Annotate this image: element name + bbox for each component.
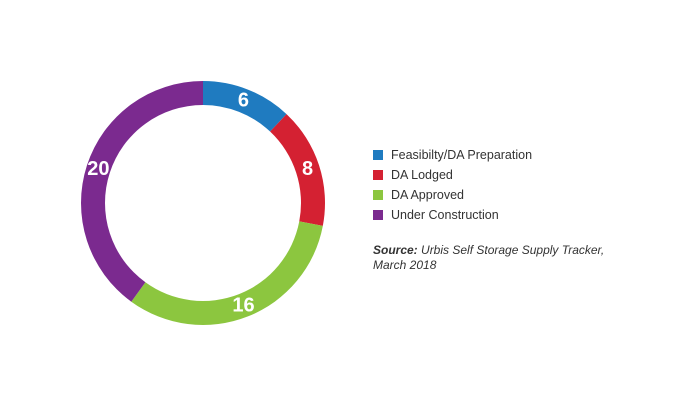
legend-item-under-construction: Under Construction xyxy=(373,205,673,225)
slice-value-label: 16 xyxy=(232,294,254,316)
source-prefix: Source: xyxy=(373,243,418,257)
legend-label: DA Approved xyxy=(391,188,464,202)
source-note: Source: Urbis Self Storage Supply Tracke… xyxy=(373,243,633,273)
legend-swatch xyxy=(373,210,383,220)
source-text: Urbis Self Storage Supply Tracker, March… xyxy=(373,243,605,272)
legend-label: Under Construction xyxy=(391,208,499,222)
slice-value-label: 8 xyxy=(302,158,313,180)
legend-swatch xyxy=(373,190,383,200)
legend-swatch xyxy=(373,150,383,160)
chart-legend: Feasibilty/DA Preparation DA Lodged DA A… xyxy=(373,145,673,273)
donut-slice-0 xyxy=(203,81,287,132)
donut-slice-1 xyxy=(270,114,326,226)
legend-swatch xyxy=(373,170,383,180)
donut-slice-2 xyxy=(131,221,323,325)
slice-value-label: 20 xyxy=(87,158,109,180)
slice-value-label: 6 xyxy=(238,90,249,112)
legend-item-da-approved: DA Approved xyxy=(373,185,673,205)
legend-label: DA Lodged xyxy=(391,168,453,182)
legend-label: Feasibilty/DA Preparation xyxy=(391,148,533,162)
donut-slice-3 xyxy=(81,81,203,302)
legend-item-da-lodged: DA Lodged xyxy=(373,165,673,185)
legend-item-feasibility: Feasibilty/DA Preparation xyxy=(373,145,673,165)
